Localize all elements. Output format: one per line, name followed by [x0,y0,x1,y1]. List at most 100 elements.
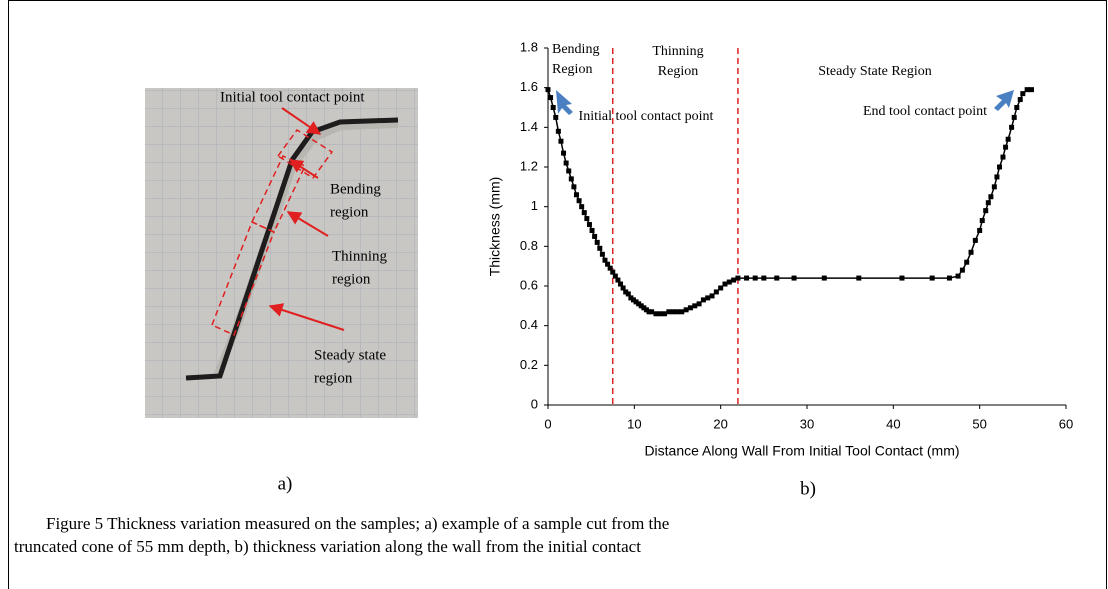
data-point [1009,124,1015,130]
y-tick-label: 0.4 [520,317,538,332]
data-point [625,291,631,297]
data-point [718,285,724,291]
x-tick-label: 10 [627,416,641,431]
data-point [584,216,590,222]
data-point [731,277,737,283]
photo-label: Bending [330,181,381,197]
data-point [618,281,624,287]
x-tick-label: 20 [713,416,727,431]
data-point [997,164,1003,170]
data-point [589,227,595,233]
y-tick-label: 1.6 [520,79,538,94]
caption-line: truncated cone of 55 mm depth, b) thickn… [14,537,641,556]
data-point [735,275,741,281]
data-point [576,198,582,204]
data-point [571,184,577,190]
data-point [545,87,551,93]
data-point [744,275,750,281]
data-point [713,289,719,295]
annotation: Steady State Region [818,64,932,79]
x-axis-label: Distance Along Wall From Initial Tool Co… [644,443,959,459]
x-tick-label: 50 [972,416,986,431]
y-axis-label: Thickness (mm) [487,177,503,277]
annotation-bg [551,40,607,82]
data-point [675,309,680,315]
y-tick-label: 0 [531,396,538,411]
data-point [657,311,663,317]
data-point [548,95,554,101]
data-point [683,307,689,313]
data-point [1014,105,1020,110]
photo-label: region [332,271,371,287]
sublabel: b) [800,478,816,499]
data-point [586,222,592,228]
data-point [977,227,983,233]
data-point [856,275,862,281]
data-point [979,218,985,224]
y-tick-label: 0.2 [520,357,538,372]
data-point [662,311,668,317]
data-point [1020,91,1026,97]
data-point [1003,144,1009,150]
data-point [620,285,626,291]
data-point [1005,136,1011,142]
data-point [972,237,978,243]
data-point [821,275,827,281]
photo [145,88,418,418]
data-point [607,265,613,271]
photo-label: region [330,204,369,220]
data-point [696,301,702,307]
data-point [752,275,758,281]
data-point [555,128,561,134]
data-point [991,184,997,190]
data-point [666,309,672,315]
annotation: Region [658,64,698,79]
data-point [988,194,994,200]
data-point [985,200,991,206]
data-point [581,210,587,216]
data-point [579,204,585,210]
photo-label: Steady state [314,347,386,363]
data-point [602,257,608,263]
data-point [573,192,579,198]
data-point [649,309,655,315]
data-point [983,208,989,214]
data-point [612,273,618,279]
data-point [968,249,974,255]
data-point [592,233,598,239]
data-point [929,275,935,281]
chart-arrows [556,90,1014,115]
data-point [566,168,572,174]
data-point [641,305,647,311]
data-point [679,309,685,315]
frame [8,0,1107,589]
data-point [670,309,676,315]
data-point [1011,114,1017,120]
data-point [726,279,732,285]
data-point [1017,97,1023,103]
data-point [1000,154,1006,160]
data-point [615,277,621,283]
data-point [959,267,965,273]
data-point [761,275,767,281]
y-tick-label: 0.8 [520,238,538,253]
data-point [633,299,639,305]
data-point [599,251,605,257]
photo-label: Initial tool contact point [220,89,365,105]
data-point [700,297,706,303]
annotation: Bending [552,42,599,57]
data-point [558,138,564,144]
data-point [594,239,600,245]
data-point [1024,87,1030,93]
photo-label: Thinning [332,248,387,264]
x-tick-label: 60 [1059,416,1073,431]
x-tick-label: 0 [544,416,551,431]
data-point [653,311,659,317]
data-point [687,305,693,311]
annotation: Initial tool contact point [579,109,714,124]
data-point [722,281,728,287]
data-point [946,275,952,281]
data-point [964,259,970,265]
